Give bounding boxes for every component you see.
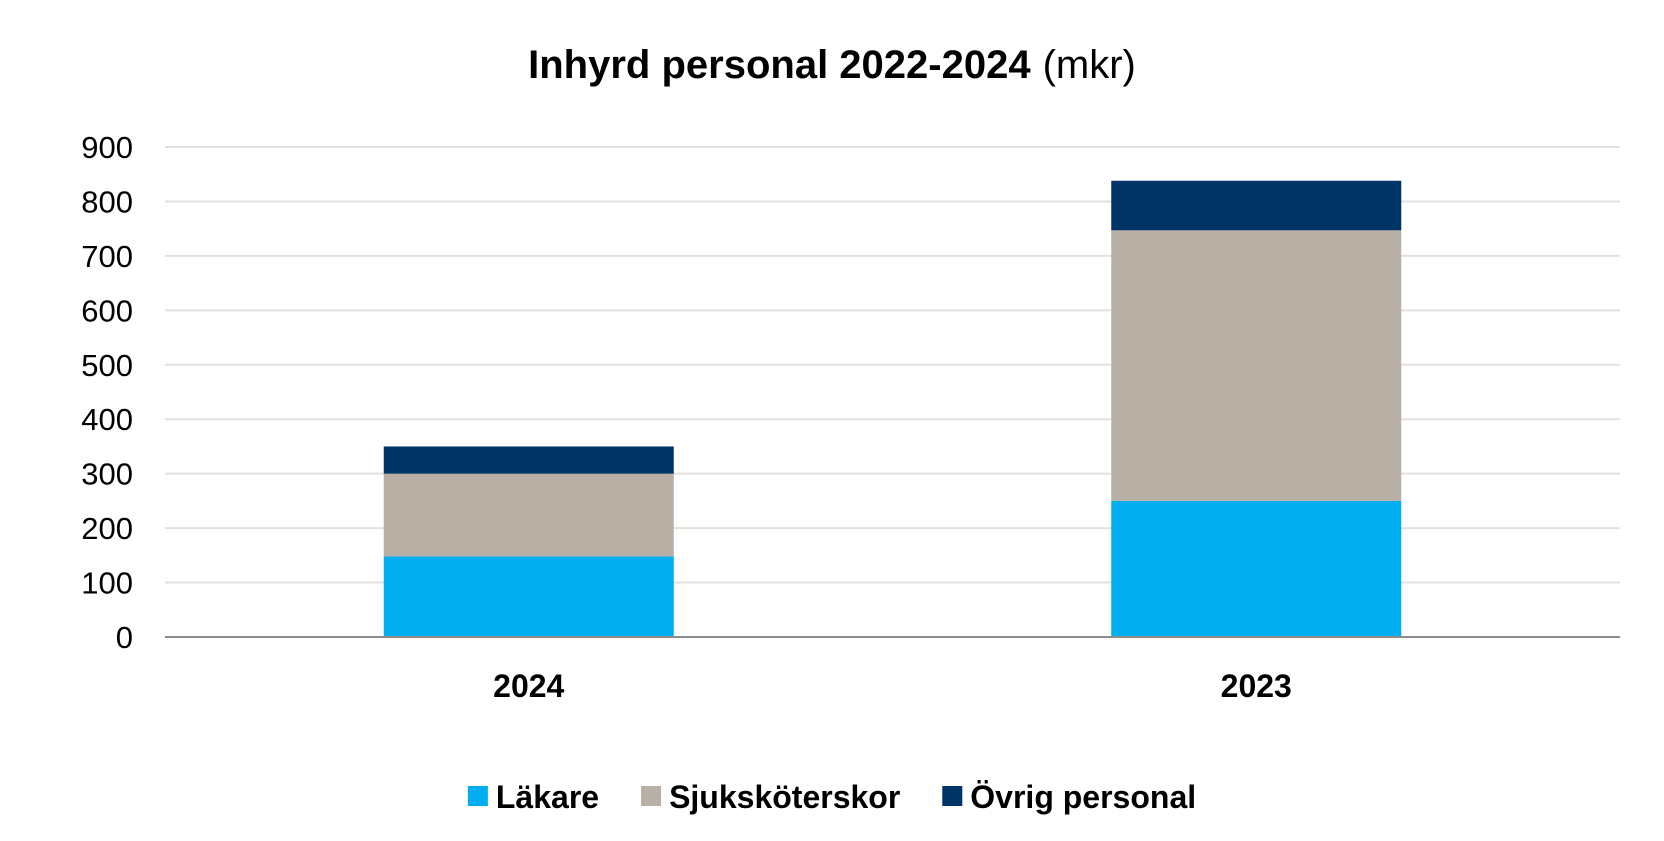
y-tick-label: 0 — [116, 620, 133, 655]
x-tick-label: 2023 — [1221, 668, 1292, 704]
legend-item: Övrig personal — [942, 779, 1196, 815]
bar-segment-2024-3 — [383, 446, 674, 474]
legend-label: Läkare — [496, 779, 599, 815]
bar-segment-2023-3 — [1111, 180, 1402, 231]
legend-label: Sjuksköterskor — [669, 779, 900, 815]
y-tick-label: 900 — [81, 130, 133, 165]
bar-segment-2024-2 — [383, 473, 674, 557]
bar-segment-2023-2 — [1111, 230, 1402, 501]
bar-segment-2024-1 — [383, 556, 674, 637]
legend: Läkare Sjuksköterskor Övrig personal — [467, 779, 1196, 815]
chart-title-unit: (mkr) — [1043, 43, 1136, 87]
legend-item: Sjuksköterskor — [641, 779, 900, 815]
legend-item: Läkare — [467, 779, 599, 815]
legend-swatch — [641, 786, 662, 806]
y-axis-ticks: 0 100 200 300 400 500 600 700 800 900 — [81, 130, 133, 655]
y-tick-label: 200 — [81, 511, 133, 546]
y-tick-label: 500 — [81, 348, 133, 383]
bars — [383, 180, 1402, 637]
bar-segment-2023-1 — [1111, 500, 1402, 637]
y-tick-label: 400 — [81, 402, 133, 437]
y-tick-label: 100 — [81, 566, 133, 601]
x-axis-ticks: 2024 2023 — [493, 668, 1292, 704]
y-tick-label: 800 — [81, 184, 133, 219]
legend-swatch — [467, 786, 488, 806]
chart-title-text: Inhyrd personal 2022-2024 — [528, 43, 1031, 87]
y-tick-label: 300 — [81, 457, 133, 492]
y-tick-label: 700 — [81, 239, 133, 274]
legend-label: Övrig personal — [970, 779, 1196, 815]
y-tick-label: 600 — [81, 293, 133, 328]
x-tick-label: 2024 — [493, 668, 564, 704]
legend-swatch — [942, 786, 963, 806]
chart-title: Inhyrd personal 2022-2024 (mkr) — [528, 43, 1136, 87]
gridlines — [165, 146, 1620, 584]
